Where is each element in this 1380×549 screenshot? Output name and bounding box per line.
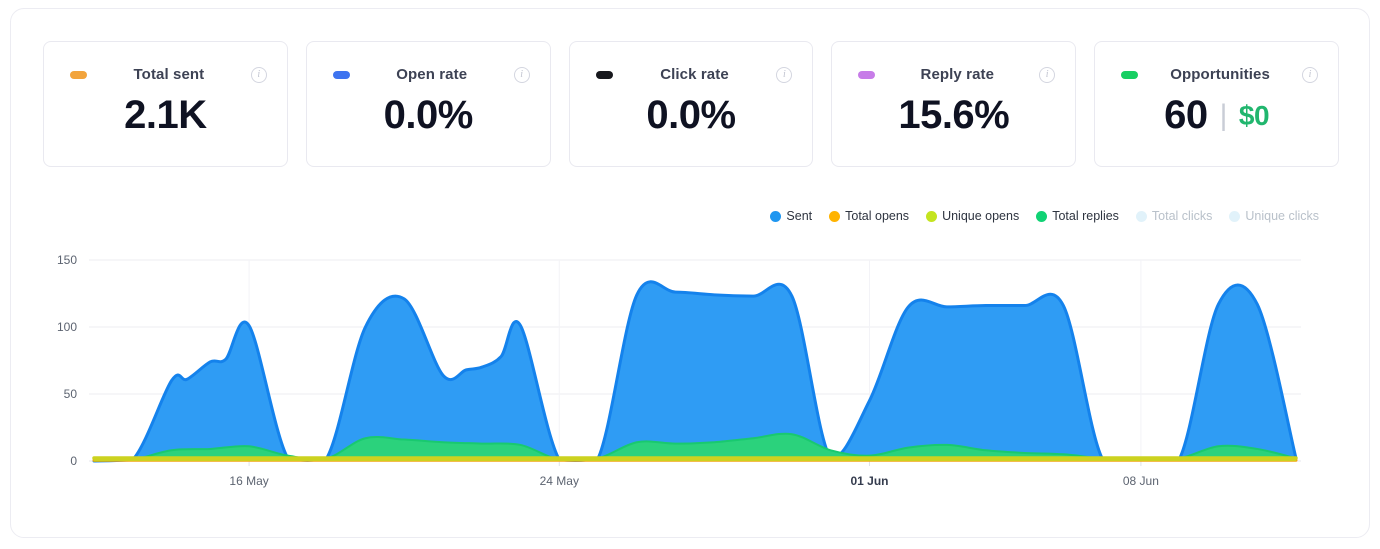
line-sent bbox=[92, 280, 1298, 463]
legend-label: Total clicks bbox=[1151, 209, 1213, 223]
card-reply-rate: Reply rate i 15.6% bbox=[831, 41, 1077, 167]
card-open-rate: Open rate i 0.0% bbox=[305, 41, 551, 167]
opportunities-pill-icon bbox=[1121, 70, 1139, 79]
info-icon[interactable]: i bbox=[776, 66, 793, 83]
legend-item-unique-opens[interactable]: Unique opens bbox=[926, 209, 1019, 223]
value-divider: | bbox=[1219, 98, 1228, 132]
chart-legend: Sent Total opens Unique opens Total replies… bbox=[770, 209, 1319, 223]
info-icon[interactable]: i bbox=[1301, 66, 1318, 83]
reply-rate-value: 15.6% bbox=[898, 93, 1010, 137]
card-title: Open rate bbox=[396, 66, 468, 83]
y-axis-label: 50 bbox=[64, 387, 78, 401]
stat-cards-row: Total sent i 2.1K Open rate i 0.0% Click… bbox=[43, 41, 1339, 167]
card-click-rate: Click rate i 0.0% bbox=[568, 41, 814, 167]
legend-dot-icon bbox=[829, 210, 841, 222]
legend-label: Total opens bbox=[845, 209, 910, 223]
legend-dot-icon bbox=[1229, 210, 1241, 222]
card-title: Total sent bbox=[133, 66, 205, 83]
legend-item-total-replies[interactable]: Total replies bbox=[1036, 209, 1119, 223]
legend-item-total-opens[interactable]: Total opens bbox=[829, 209, 909, 223]
click-rate-pill-icon bbox=[595, 70, 613, 79]
open-rate-pill-icon bbox=[332, 70, 350, 79]
legend-item-unique-clicks[interactable]: Unique clicks bbox=[1229, 209, 1319, 223]
legend-label: Unique clicks bbox=[1245, 209, 1319, 223]
legend-label: Sent bbox=[786, 209, 813, 223]
legend-label: Total replies bbox=[1052, 209, 1119, 223]
y-axis-label: 0 bbox=[70, 454, 77, 468]
opportunities-count: 60 bbox=[1164, 93, 1208, 137]
info-icon[interactable]: i bbox=[1039, 66, 1056, 83]
opportunities-amount: $0 bbox=[1238, 99, 1270, 131]
area-sent bbox=[94, 281, 1296, 461]
open-rate-value: 0.0% bbox=[383, 93, 474, 137]
legend-dot-icon bbox=[1036, 210, 1048, 222]
legend-item-sent[interactable]: Sent bbox=[770, 209, 812, 223]
reply-rate-pill-icon bbox=[858, 70, 876, 79]
card-title: Click rate bbox=[660, 66, 729, 83]
card-opportunities: Opportunities i 60 | $0 bbox=[1094, 41, 1339, 167]
info-icon[interactable]: i bbox=[250, 66, 267, 83]
opportunities-value: 60 | $0 bbox=[1115, 83, 1318, 148]
x-axis-label: 08 Jun bbox=[1123, 474, 1159, 488]
x-axis-label: 01 Jun bbox=[850, 474, 888, 488]
card-title: Reply rate bbox=[920, 66, 995, 83]
legend-dot-icon bbox=[1135, 210, 1147, 222]
analytics-panel: Total sent i 2.1K Open rate i 0.0% Click… bbox=[10, 8, 1370, 538]
total-sent-pill-icon bbox=[70, 70, 87, 79]
performance-area-chart[interactable]: 0 50 100 150 16 May 24 May 01 Jun 08 Jun bbox=[11, 9, 1371, 539]
total-sent-value: 2.1K bbox=[124, 93, 207, 137]
card-total-sent: Total sent i 2.1K bbox=[43, 41, 288, 167]
card-title: Opportunities bbox=[1170, 66, 1270, 83]
click-rate-value: 0.0% bbox=[646, 93, 736, 137]
x-axis-label: 24 May bbox=[540, 474, 579, 488]
info-icon[interactable]: i bbox=[513, 66, 530, 83]
legend-dot-icon bbox=[770, 210, 782, 222]
y-axis-label: 100 bbox=[57, 320, 77, 334]
legend-dot-icon bbox=[926, 210, 938, 222]
y-axis-label: 150 bbox=[57, 253, 77, 267]
area-total-replies bbox=[94, 433, 1296, 461]
legend-item-total-clicks[interactable]: Total clicks bbox=[1135, 209, 1213, 223]
x-axis-label: 16 May bbox=[229, 474, 268, 488]
legend-label: Unique opens bbox=[942, 209, 1020, 223]
